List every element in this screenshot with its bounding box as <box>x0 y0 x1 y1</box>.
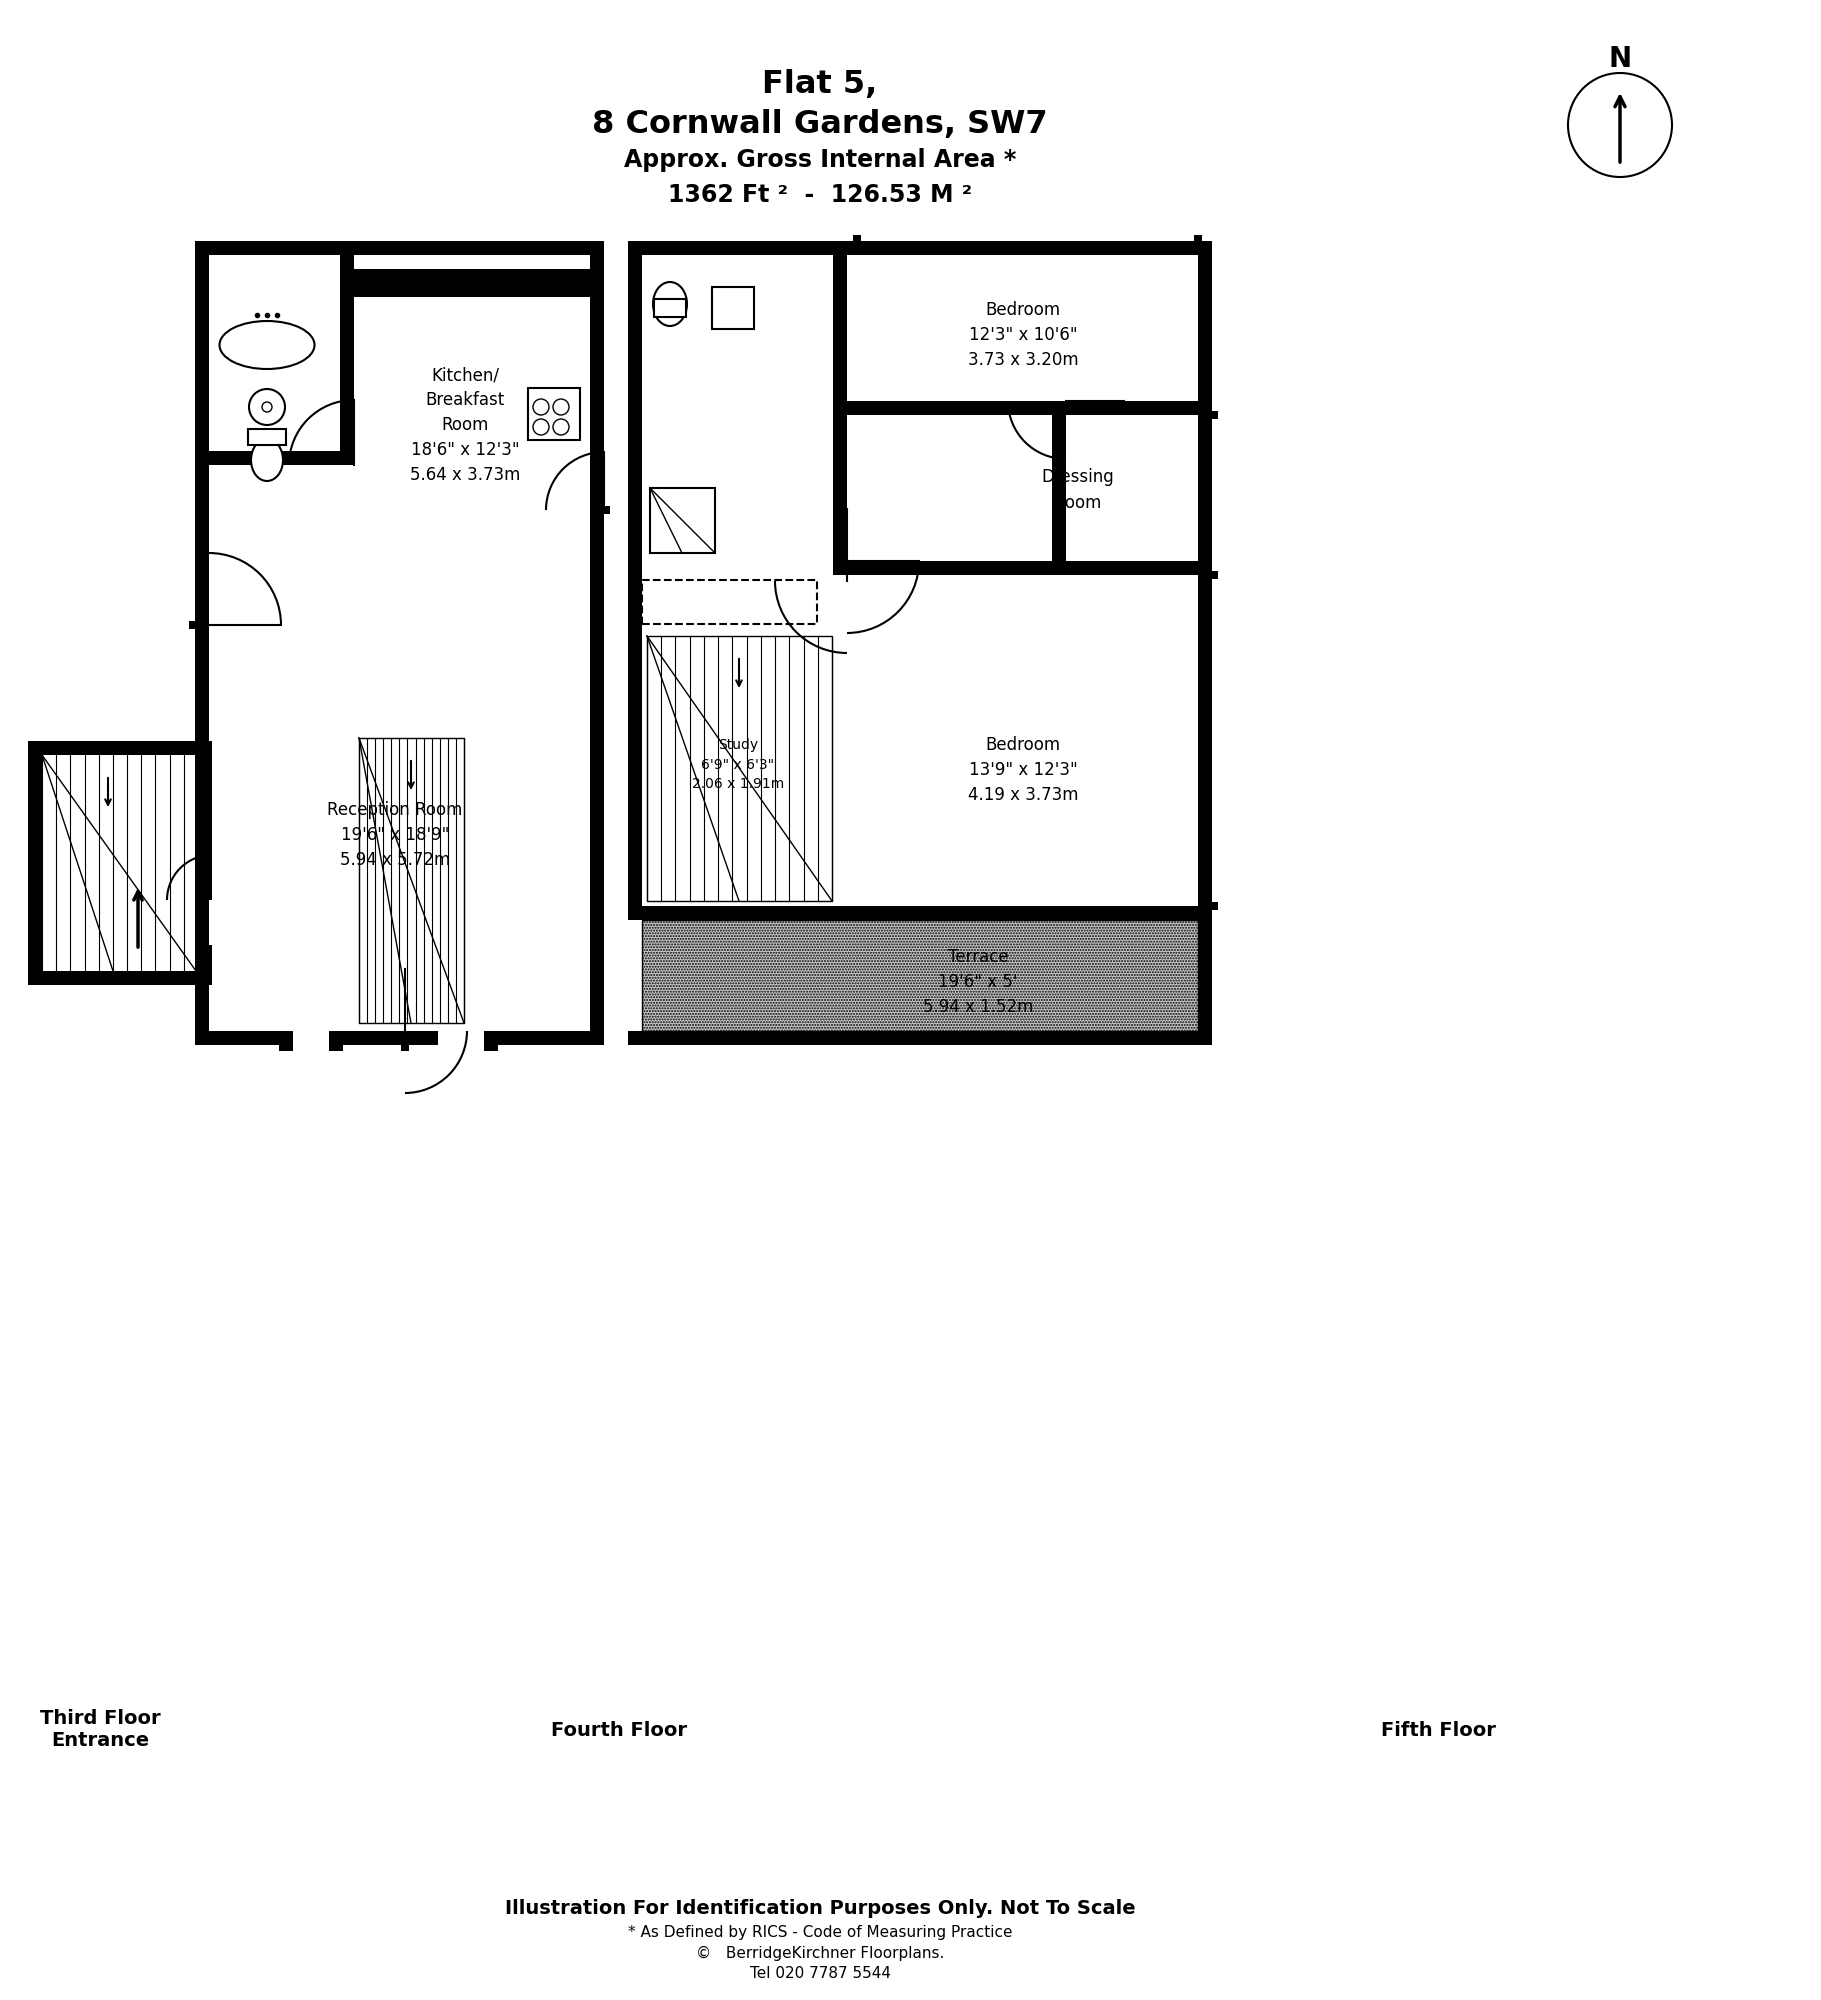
Bar <box>646 636 832 900</box>
Text: 8 Cornwall Gardens, SW7: 8 Cornwall Gardens, SW7 <box>592 110 1047 140</box>
Text: Dressing
Room: Dressing Room <box>1042 468 1114 512</box>
Bar <box>359 738 464 1024</box>
Text: Approx. Gross Internal Area *: Approx. Gross Internal Area * <box>625 148 1016 172</box>
Bar <box>650 488 716 552</box>
Bar <box>590 254 605 1044</box>
Ellipse shape <box>220 320 315 368</box>
Text: 1362 Ft ²  -  126.53 M ²: 1362 Ft ² - 126.53 M ² <box>668 184 972 208</box>
Text: Bedroom
13'9" x 12'3"
4.19 x 3.73m: Bedroom 13'9" x 12'3" 4.19 x 3.73m <box>967 736 1078 804</box>
Bar <box>333 1032 439 1044</box>
Bar <box>1213 572 1218 580</box>
Bar <box>628 906 1213 920</box>
Text: Bedroom
12'3" x 10'6"
3.73 x 3.20m: Bedroom 12'3" x 10'6" 3.73 x 3.20m <box>967 300 1078 368</box>
Bar <box>195 1032 282 1044</box>
Bar <box>528 388 581 440</box>
Bar <box>628 254 643 920</box>
Bar <box>27 754 42 984</box>
Bar <box>189 620 195 628</box>
Bar <box>341 254 353 464</box>
Bar <box>198 754 211 900</box>
Bar <box>605 506 610 514</box>
Circle shape <box>554 400 568 416</box>
Text: N: N <box>1608 44 1632 72</box>
Text: Reception Room
19'6" x 18'9"
5.94 x 5.72m: Reception Room 19'6" x 18'9" 5.94 x 5.72… <box>328 800 463 868</box>
Bar <box>1213 412 1218 420</box>
Circle shape <box>534 420 548 436</box>
Bar <box>832 254 847 576</box>
Text: Fifth Floor: Fifth Floor <box>1380 1720 1497 1740</box>
Bar <box>712 286 754 328</box>
Ellipse shape <box>654 282 687 326</box>
Bar <box>1198 254 1213 920</box>
Bar <box>628 1032 1213 1044</box>
Bar <box>628 240 1213 254</box>
Text: Flat 5,: Flat 5, <box>763 70 878 100</box>
Bar <box>248 430 286 446</box>
Bar <box>27 972 198 984</box>
Circle shape <box>554 420 568 436</box>
Text: Terrace
19'6" x 5'
5.94 x 1.52m: Terrace 19'6" x 5' 5.94 x 1.52m <box>923 948 1033 1016</box>
Text: Study
6'9" x 6'3"
2.06 x 1.91m: Study 6'9" x 6'3" 2.06 x 1.91m <box>692 738 785 792</box>
Bar <box>832 560 1213 576</box>
Text: Third Floor
Entrance: Third Floor Entrance <box>40 1710 160 1750</box>
Bar <box>353 268 590 296</box>
Ellipse shape <box>251 440 282 480</box>
Bar <box>195 240 605 254</box>
Text: Illustration For Identification Purposes Only. Not To Scale: Illustration For Identification Purposes… <box>504 1898 1134 1918</box>
Bar <box>847 400 1198 416</box>
Bar <box>1213 902 1218 910</box>
Bar <box>1053 416 1065 576</box>
Bar <box>195 452 353 464</box>
Bar <box>198 946 211 984</box>
Bar <box>401 1044 410 1052</box>
Circle shape <box>262 402 271 412</box>
Bar <box>643 920 1198 1032</box>
Bar <box>1198 920 1213 1044</box>
Text: Fourth Floor: Fourth Floor <box>552 1720 687 1740</box>
Circle shape <box>534 400 548 416</box>
Bar <box>330 1032 342 1052</box>
Bar <box>1195 234 1202 240</box>
Bar <box>279 1032 293 1052</box>
Text: * As Defined by RICS - Code of Measuring Practice: * As Defined by RICS - Code of Measuring… <box>628 1926 1012 1940</box>
Circle shape <box>249 388 286 426</box>
Text: Kitchen/
Breakfast
Room
18'6" x 12'3"
5.64 x 3.73m: Kitchen/ Breakfast Room 18'6" x 12'3" 5.… <box>410 366 521 484</box>
Bar <box>195 254 209 1044</box>
Text: ©   BerridgeKirchner Floorplans.: © BerridgeKirchner Floorplans. <box>696 1946 943 1960</box>
Bar <box>484 1032 497 1052</box>
Bar <box>643 580 818 624</box>
Text: Tel 020 7787 5544: Tel 020 7787 5544 <box>750 1966 890 1980</box>
Bar <box>488 1032 605 1044</box>
Bar <box>852 234 861 240</box>
Bar <box>654 298 687 316</box>
Bar <box>27 740 211 754</box>
